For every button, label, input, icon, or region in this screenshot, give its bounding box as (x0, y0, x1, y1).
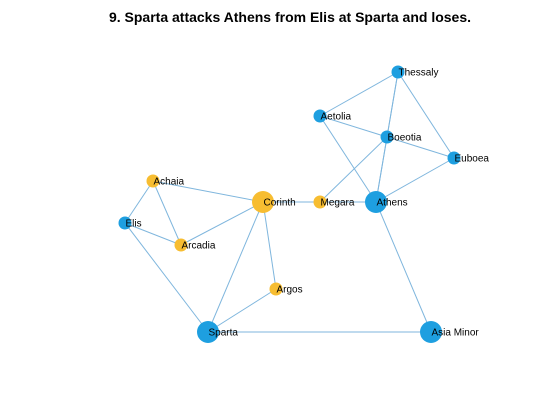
edge-achaia-arcadia (152, 180, 182, 246)
node-label-thessaly: Thessaly (399, 68, 439, 79)
edge-athens-asia-minor (375, 201, 432, 333)
node-achaia (146, 174, 160, 188)
edge-thessaly-euboea (397, 71, 455, 159)
node-label-elis: Elis (126, 219, 142, 230)
node-label-boeotia: Boeotia (388, 133, 422, 144)
node-label-argos: Argos (277, 285, 303, 296)
edge-corinth-sparta (207, 201, 264, 333)
edge-elis-sparta (124, 222, 209, 333)
node-asia-minor (420, 321, 442, 343)
node-label-euboea: Euboea (455, 154, 490, 165)
node-corinth (252, 191, 274, 213)
node-label-sparta: Sparta (209, 328, 239, 339)
edge-thessaly-aetolia (319, 71, 399, 117)
edge-aetolia-boeotia (319, 115, 388, 138)
node-megara (313, 195, 327, 209)
edge-aetolia-athens (319, 115, 377, 203)
edge-arcadia-corinth (180, 201, 264, 246)
node-label-arcadia: Arcadia (182, 241, 216, 252)
node-label-achaia: Achaia (154, 177, 185, 188)
node-label-megara: Megara (321, 198, 355, 209)
edge-corinth-argos (262, 201, 277, 290)
node-argos (269, 282, 283, 296)
graph-title: 9. Sparta attacks Athens from Elis at Sp… (108, 9, 472, 25)
node-label-corinth: Corinth (264, 198, 296, 209)
edge-boeotia-megara (319, 136, 388, 203)
labels-layer: Thessaly Aetolia Boeotia Euboea Achaia Corint… (126, 68, 490, 339)
node-sparta (197, 321, 219, 343)
node-label-asia-minor: Asia Minor (432, 328, 480, 339)
edge-boeotia-euboea (386, 136, 455, 159)
node-athens (365, 191, 387, 213)
edge-argos-sparta (207, 288, 277, 333)
edge-achaia-corinth (152, 180, 264, 203)
edge-achaia-elis (124, 180, 154, 224)
node-label-athens: Athens (377, 198, 408, 209)
node-thessaly (391, 65, 405, 79)
node-arcadia (174, 238, 188, 252)
node-label-aetolia: Aetolia (321, 112, 352, 123)
node-aetolia (313, 109, 327, 123)
node-boeotia (380, 130, 394, 144)
edge-euboea-athens (375, 157, 455, 203)
node-elis (118, 216, 132, 230)
edge-elis-arcadia (124, 222, 182, 246)
node-euboea (447, 151, 461, 165)
nodes-layer (118, 65, 461, 343)
